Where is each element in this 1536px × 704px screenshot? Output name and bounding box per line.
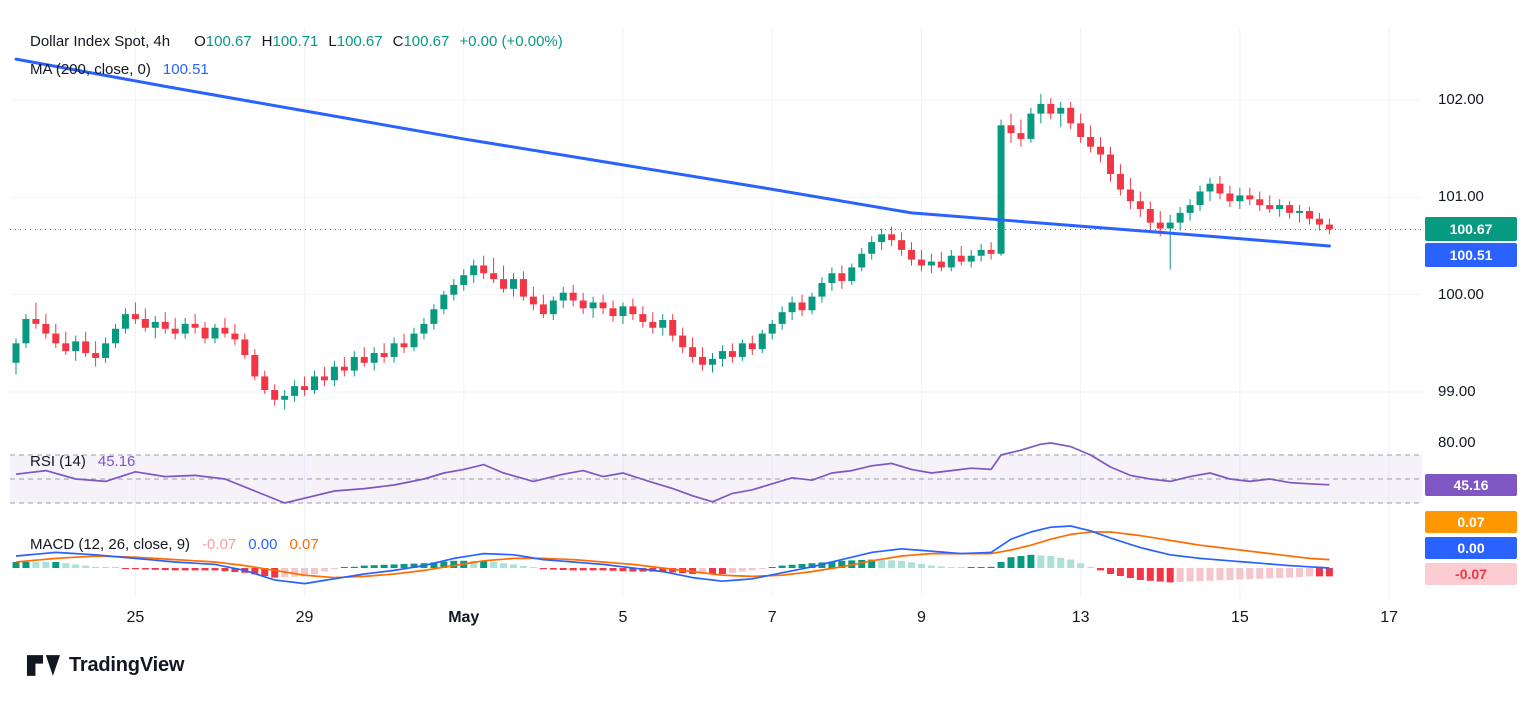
rsi-band xyxy=(10,454,1422,504)
price-axis[interactable]: 102.00 101.00 100.00 99.00 80.00 100.67 100.51… xyxy=(1424,0,1534,704)
rsi-label: RSI (14) xyxy=(30,453,86,470)
time-axis-label: 29 xyxy=(295,609,314,626)
tradingview-logo-text: TradingView xyxy=(69,654,185,676)
price-axis-label: 101.00 xyxy=(1438,188,1484,206)
time-axis-label: 9 xyxy=(916,609,926,626)
axis-badge-macd-line: 0.00 xyxy=(1425,537,1517,559)
macd-line-value: 0.00 xyxy=(248,536,278,553)
time-axis-label: 17 xyxy=(1380,609,1398,626)
time-axis-label: 7 xyxy=(767,609,777,626)
time-axis-label: 25 xyxy=(126,609,145,626)
symbol-title: Dollar Index Spot, 4h xyxy=(30,33,171,50)
close-key: C xyxy=(392,33,404,50)
open-key: O xyxy=(194,33,206,50)
macd-line xyxy=(15,525,1330,585)
high-value: 100.71 xyxy=(272,33,319,50)
ma-line xyxy=(14,57,1331,248)
macd-signal-value: 0.07 xyxy=(289,536,319,553)
low-value: 100.67 xyxy=(336,33,383,50)
time-axis-label: 15 xyxy=(1230,609,1249,626)
close-value: 100.67 xyxy=(403,33,450,50)
rsi-line xyxy=(15,442,1330,504)
axis-badge-macd-hist: -0.07 xyxy=(1425,563,1517,585)
time-axis[interactable]: 25 29 May 5 7 9 13 15 17 xyxy=(0,606,1536,640)
open-value: 100.67 xyxy=(205,33,252,50)
change-value: +0.00 (+0.00%) xyxy=(459,33,563,50)
price-axis-label: 99.00 xyxy=(1438,382,1476,400)
macd-label: MACD (12, 26, close, 9) xyxy=(30,536,191,553)
low-key: L xyxy=(328,33,337,50)
time-axis-label: May xyxy=(448,609,480,626)
rsi-legend[interactable]: RSI (14) 45.16 xyxy=(30,453,135,470)
rsi-axis-label: 80.00 xyxy=(1438,434,1476,451)
time-axis-label: 13 xyxy=(1071,609,1090,626)
high-key: H xyxy=(261,33,273,50)
axis-badge-rsi-value: 45.16 xyxy=(1425,474,1517,496)
ma-legend[interactable]: MA (200, close, 0) 100.51 xyxy=(30,61,209,78)
price-axis-label: 102.00 xyxy=(1438,91,1484,108)
axis-badge-macd-signal: 0.07 xyxy=(1425,511,1517,533)
gridlines xyxy=(10,28,1422,598)
macd-hist-value: -0.07 xyxy=(202,536,237,553)
price-axis-label: 100.00 xyxy=(1438,285,1484,303)
ma-label: MA (200, close, 0) xyxy=(30,61,151,78)
macd-legend[interactable]: MACD (12, 26, close, 9) -0.07 0.00 0.07 xyxy=(30,536,319,553)
tradingview-logo-icon xyxy=(26,655,60,676)
axis-badge-last-price: 100.67 xyxy=(1425,217,1517,241)
macd-signal-line xyxy=(15,531,1330,579)
rsi-value: 45.16 xyxy=(97,453,136,470)
tradingview-logo[interactable]: TradingView xyxy=(26,654,184,677)
candlestick-series xyxy=(12,94,1333,410)
ma-value: 100.51 xyxy=(162,61,209,78)
time-axis-label: 5 xyxy=(618,609,628,626)
axis-badge-ma-value: 100.51 xyxy=(1425,243,1517,267)
